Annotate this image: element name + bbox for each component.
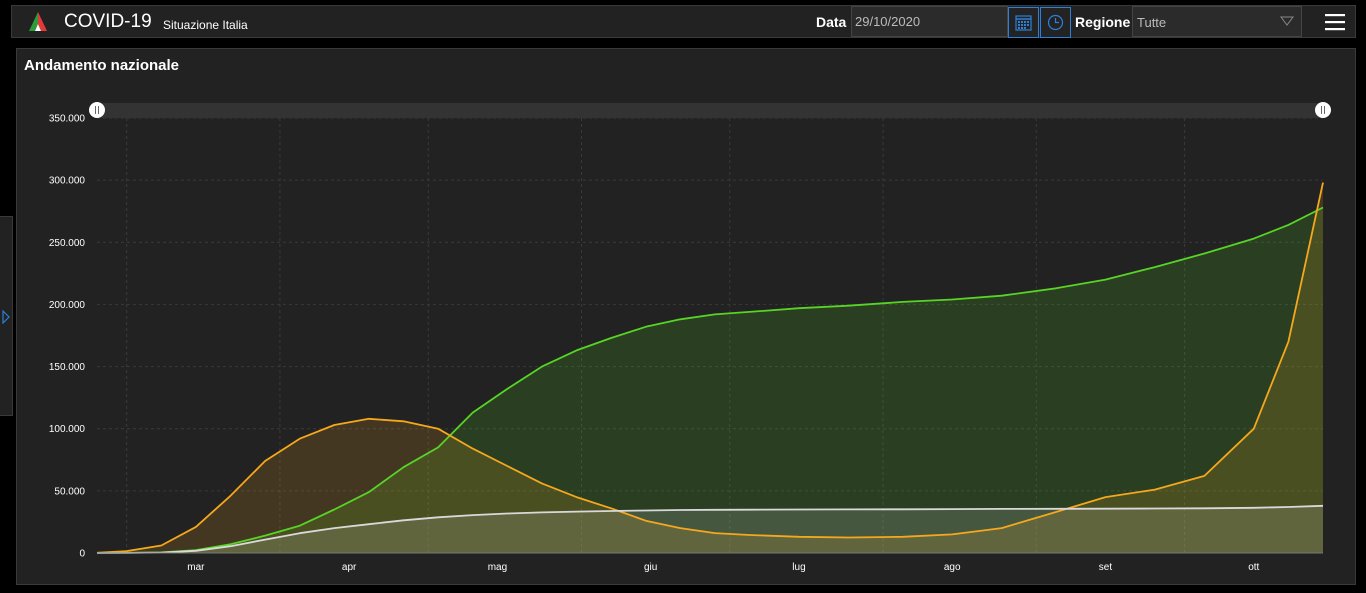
side-panel-toggle[interactable] (0, 216, 13, 416)
grid (97, 117, 1323, 553)
date-label: Data (816, 14, 847, 30)
top-bar: COVID-19 Situazione Italia Data 29/10/20… (11, 5, 1356, 38)
series-area-deceduti (97, 505, 1323, 553)
region-label: Regione (1075, 14, 1131, 30)
series-area-positivi (97, 182, 1323, 553)
x-tick-label: ott (1248, 562, 1259, 573)
series-lines (96, 182, 1324, 554)
chart-panel: Andamento nazionale 0 50.000 100.000 150.00… (16, 48, 1356, 585)
clock-icon (1047, 14, 1064, 31)
y-tick-label: 150.000 (49, 362, 86, 373)
calendar-icon (1015, 15, 1032, 31)
x-tick-label: giu (644, 562, 657, 573)
series-line-guariti (96, 206, 1324, 554)
x-tick-label: apr (342, 562, 357, 573)
calendar-button[interactable] (1008, 7, 1039, 38)
series-line-positivi (96, 182, 1324, 554)
x-axis: mar apr mag giu lug ago set ott (187, 562, 1259, 573)
range-handle-right[interactable] (1315, 102, 1331, 118)
range-handle-left[interactable] (89, 102, 105, 118)
chart: 0 50.000 100.000 150.000 200.000 250.000 300.0… (49, 102, 1331, 573)
y-tick-label: 200.000 (49, 300, 86, 311)
x-tick-label: mar (187, 562, 205, 573)
menu-icon[interactable] (1324, 12, 1346, 32)
x-tick-label: lug (792, 562, 805, 573)
logo-icon (29, 12, 47, 31)
y-tick-label: 250.000 (49, 238, 86, 249)
date-input[interactable]: 29/10/2020 (851, 6, 1008, 37)
range-scroller-track[interactable] (97, 103, 1325, 118)
x-tick-label: mag (488, 562, 507, 573)
y-tick-label: 100.000 (49, 424, 86, 435)
y-tick-label: 50.000 (54, 486, 85, 497)
region-select[interactable]: Tutte (1132, 6, 1302, 37)
app-subtitle: Situazione Italia (163, 18, 248, 32)
y-tick-label: 350.000 (49, 114, 86, 125)
series-line-deceduti (96, 504, 1324, 554)
panel-title: Andamento nazionale (24, 57, 180, 74)
x-tick-label: ago (944, 562, 961, 573)
y-tick-label: 300.000 (49, 176, 86, 187)
y-axis: 0 50.000 100.000 150.000 200.000 250.000 300.0… (49, 114, 86, 560)
chevron-down-icon (1280, 16, 1294, 26)
app-title: COVID-19 (64, 11, 152, 32)
chevron-right-icon (2, 310, 10, 324)
time-button[interactable] (1040, 7, 1071, 38)
series-areas (97, 182, 1323, 553)
x-tick-label: set (1099, 562, 1113, 573)
y-tick-label: 0 (79, 549, 85, 560)
